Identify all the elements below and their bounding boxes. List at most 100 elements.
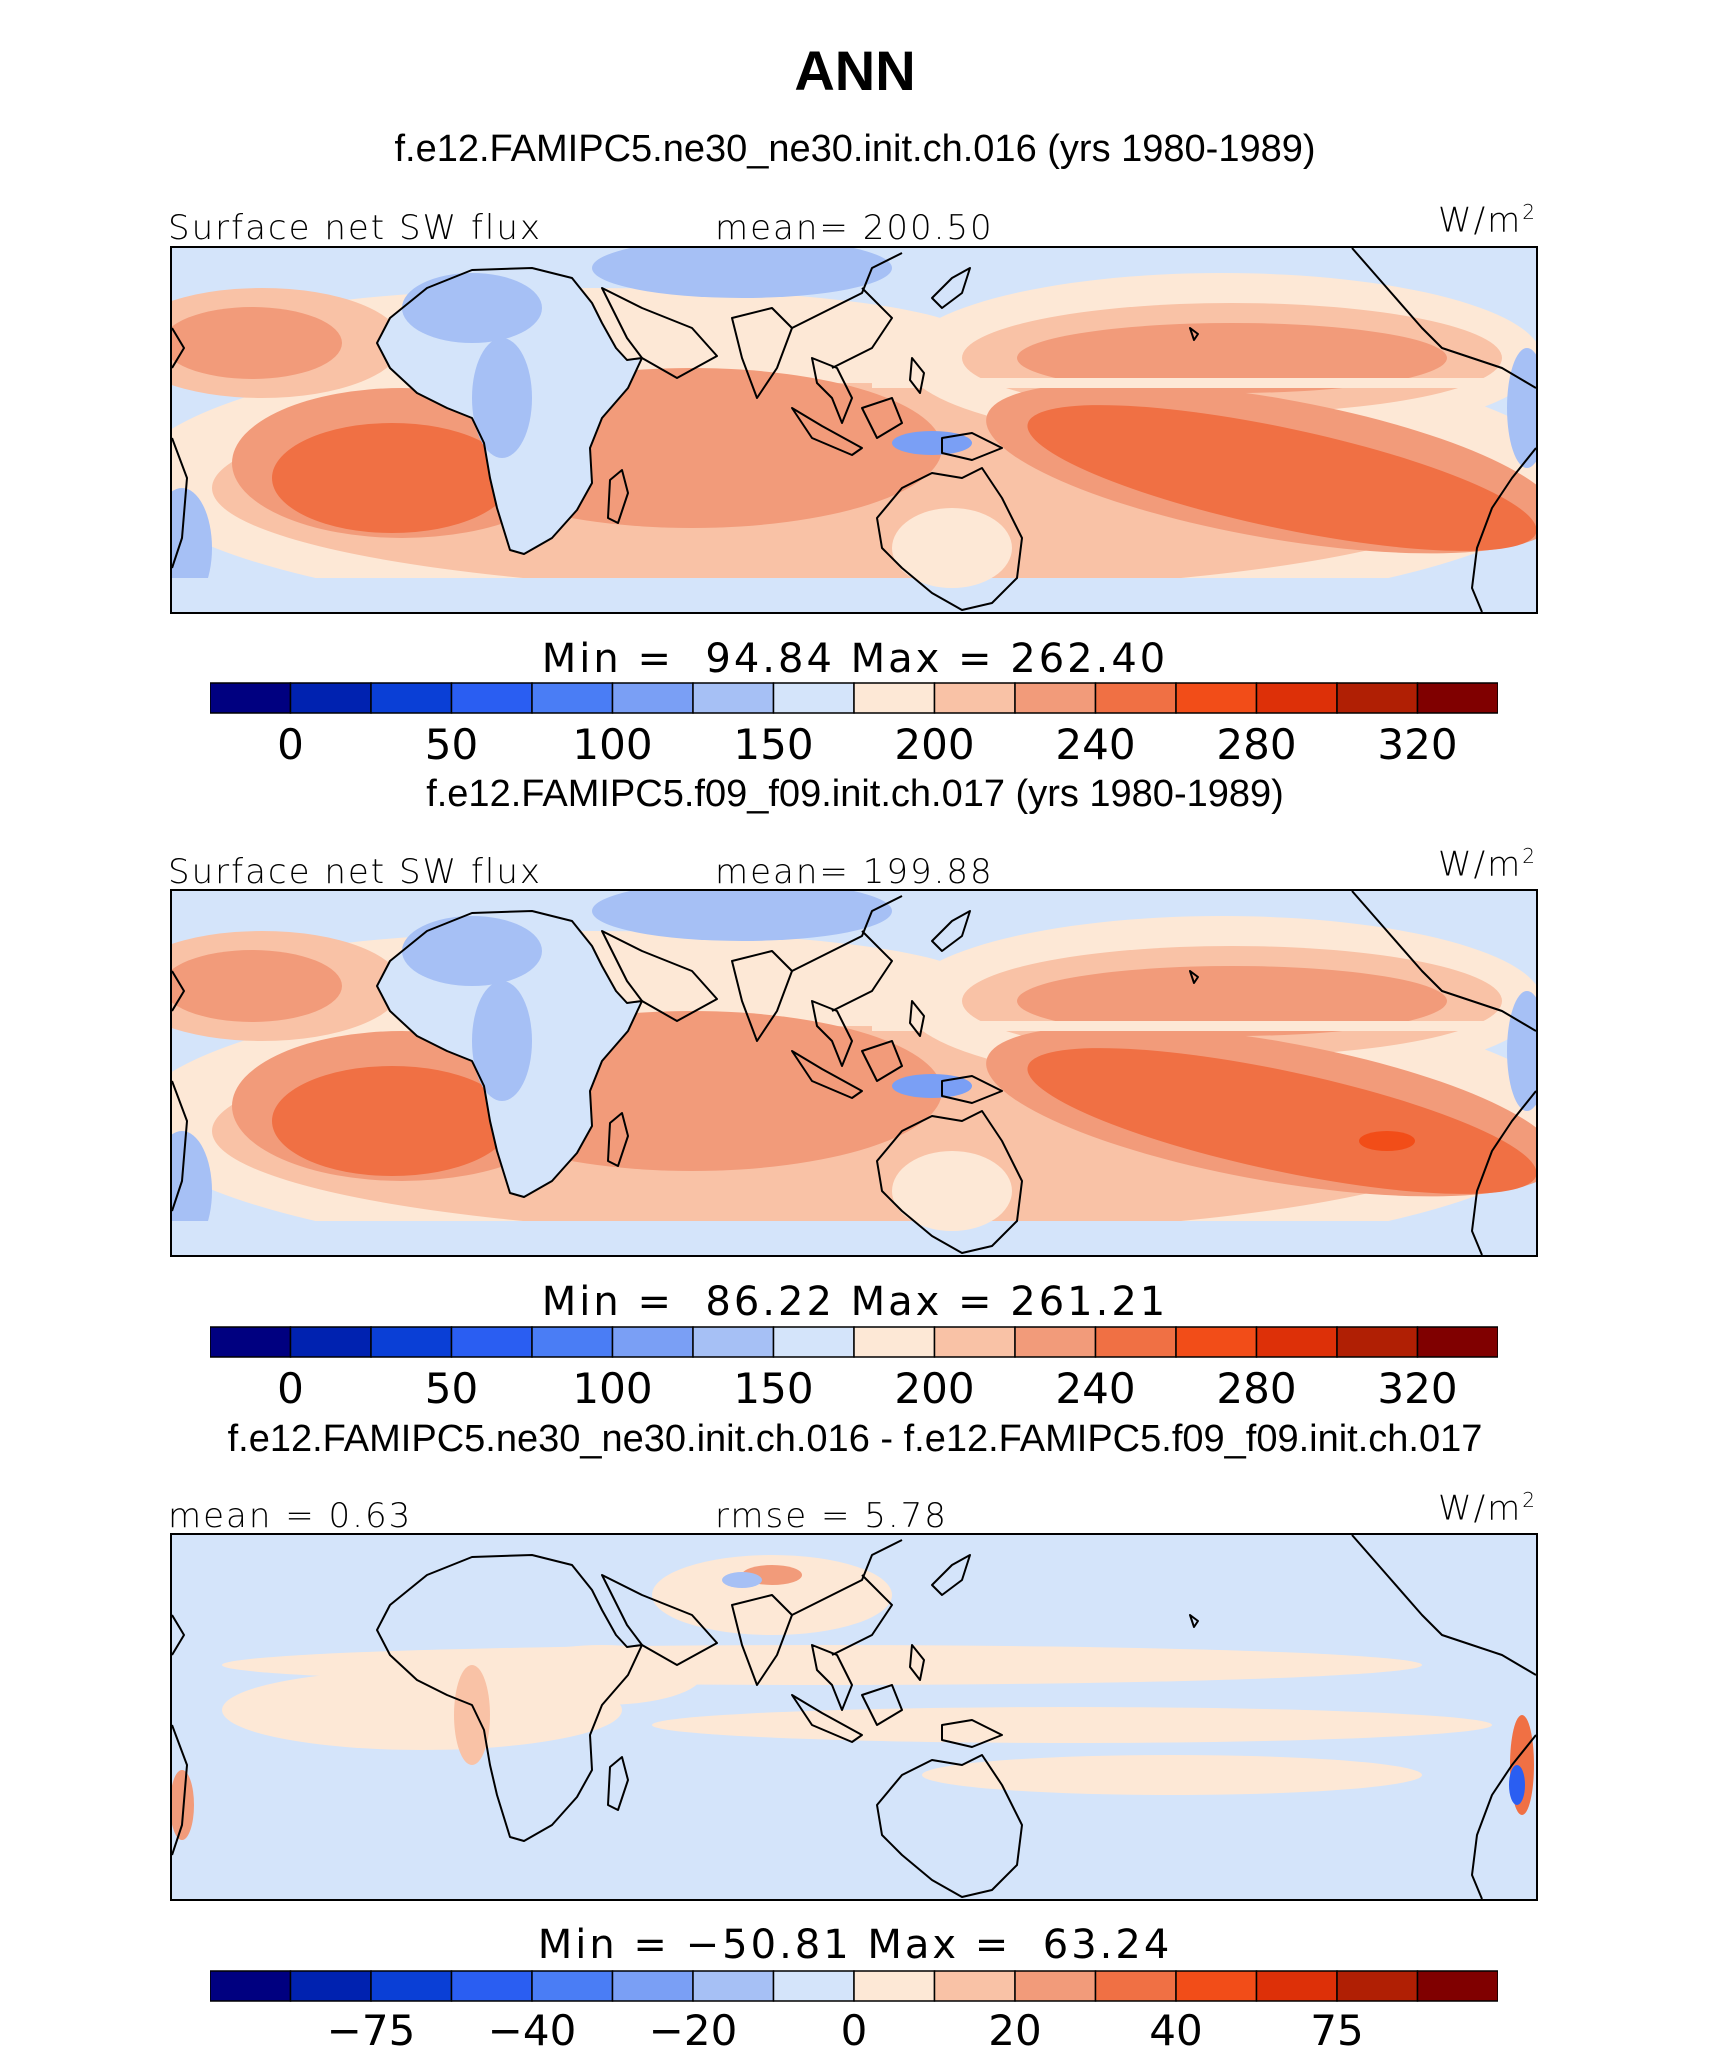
field-natl-240	[172, 950, 342, 1022]
madagascar-coast	[607, 1756, 629, 1811]
americas-coast	[1351, 1535, 1536, 1899]
sumatra-coast	[791, 1050, 863, 1099]
borneo-coast	[861, 1684, 903, 1726]
philippines-coast	[909, 1000, 925, 1037]
india-coast	[731, 307, 793, 399]
field-itcz	[872, 1021, 1532, 1031]
field-southern-ocean	[172, 578, 1536, 612]
colorbar-bin-2-1	[210, 1326, 292, 1358]
colorbar-tick-label: 320	[1377, 720, 1458, 769]
panel1-colorbar	[210, 682, 1498, 714]
colorbar-tick-label: 0	[277, 1364, 304, 1413]
field-tibet-low	[592, 891, 892, 941]
panel2-units-label: W/m2	[1438, 844, 1537, 885]
colorbar-bin-2-5	[531, 1326, 614, 1358]
panel1-mean-label: mean= 200.50	[715, 208, 994, 248]
panel2-mean-label: mean= 199.88	[715, 852, 994, 892]
panel2-case-title: f.e12.FAMIPC5.f09_f09.init.ch.017 (yrs 1…	[426, 773, 1284, 815]
australia-coast	[876, 467, 1023, 611]
hawaii-coast	[1189, 970, 1199, 984]
colorbar-tick-label: 100	[572, 1364, 653, 1413]
colorbar-bin-1-4	[450, 682, 533, 714]
samerica-coast	[172, 1614, 188, 1856]
panel1-case-title: f.e12.FAMIPC5.ne30_ne30.init.ch.016 (yrs…	[394, 128, 1316, 170]
hawaii-coast	[1189, 1614, 1199, 1628]
field-amazon-low	[172, 488, 212, 608]
field-diff-band-eq	[652, 1707, 1492, 1743]
colorbar-bin-2-8	[772, 1326, 855, 1358]
philippines-coast	[909, 1644, 925, 1681]
americas-coast	[1351, 248, 1536, 612]
colorbar-tick-label: 280	[1216, 720, 1297, 769]
colorbar-bin-2-3	[370, 1326, 453, 1358]
colorbar-bin-1-7	[692, 682, 775, 714]
borneo-coast	[861, 1040, 903, 1082]
colorbar-tick-label: 280	[1216, 1364, 1297, 1413]
panel2-minmax: Min = 86.22 Max = 261.21	[541, 1279, 1169, 1325]
madagascar-coast	[607, 469, 629, 524]
field-australia-land	[892, 508, 1012, 588]
colorbar-bin-1-8	[772, 682, 855, 714]
colorbar-bin-1-16	[1416, 682, 1498, 714]
newguinea-coast	[941, 1075, 1003, 1104]
panel2-field	[172, 891, 1536, 1255]
coastlines	[172, 248, 1536, 612]
colorbar-tick-label: −75	[326, 2006, 416, 2055]
colorbar-bin-3-7	[692, 1970, 775, 2002]
india-coast	[731, 950, 793, 1042]
colorbar-tick-label: 40	[1149, 2006, 1203, 2055]
newguinea-coast	[941, 1719, 1003, 1748]
panel1-units-label: W/m2	[1438, 200, 1537, 241]
arabia-coast	[601, 1574, 718, 1666]
field-npac-240	[1017, 323, 1447, 393]
colorbar-bin-3-1	[210, 1970, 292, 2002]
colorbar-bin-1-9	[853, 682, 936, 714]
panel2-colorbar	[210, 1326, 1498, 1358]
panel1-map	[170, 246, 1538, 614]
colorbar-bin-1-10	[933, 682, 1016, 714]
field-layer	[172, 891, 1536, 1255]
field-layer	[172, 248, 1536, 612]
panel1-variable-label: Surface net SW flux	[168, 208, 543, 248]
colorbar-bin-2-4	[450, 1326, 533, 1358]
indochina-coast	[811, 1644, 853, 1711]
panel2-map	[170, 889, 1538, 1257]
colorbar-bin-2-14	[1255, 1326, 1338, 1358]
japan-coast	[931, 1554, 971, 1596]
colorbar-tick-label: 50	[424, 1364, 479, 1413]
colorbar-tick-label: 320	[1377, 1364, 1458, 1413]
colorbar-bin-1-12	[1094, 682, 1177, 714]
colorbar-bin-2-13	[1175, 1326, 1258, 1358]
colorbar-bin-3-10	[933, 1970, 1016, 2002]
colorbar-bin-2-10	[933, 1326, 1016, 1358]
field-spac-260	[1027, 405, 1536, 551]
colorbar-bin-3-14	[1255, 1970, 1338, 2002]
coastlines	[172, 891, 1536, 1255]
colorbar-bin-3-16	[1416, 1970, 1498, 2002]
colorbar-bin-2-6	[611, 1326, 694, 1358]
colorbar-bin-2-11	[1014, 1326, 1097, 1358]
field-diff-arabia	[502, 1645, 702, 1705]
field-diff-africa-pos	[454, 1665, 490, 1765]
colorbar-bin-3-6	[611, 1970, 694, 2002]
asia-coast	[791, 1539, 903, 1656]
colorbar-bin-1-13	[1175, 682, 1258, 714]
colorbar-bin-1-3	[370, 682, 453, 714]
field-satl-260	[272, 1066, 512, 1176]
colorbar-bin-1-15	[1336, 682, 1419, 714]
colorbar-tick-label: 0	[840, 2006, 868, 2055]
colorbar-bin-2-15	[1336, 1326, 1419, 1358]
panel3-rmse-label: rmse = 5.78	[715, 1496, 948, 1536]
field-andes-low	[1507, 348, 1536, 468]
colorbar-tick-label: 150	[733, 1364, 814, 1413]
field-sahel-low	[402, 273, 542, 343]
field-amazon-low	[172, 1131, 212, 1251]
panel3-map	[170, 1533, 1538, 1901]
colorbar-bin-1-11	[1014, 682, 1097, 714]
africa-coast	[376, 1554, 643, 1842]
coastlines	[172, 1535, 1536, 1899]
colorbar-tick-label: 240	[1055, 720, 1136, 769]
panel2-variable-label: Surface net SW flux	[168, 852, 543, 892]
madagascar-coast	[607, 1112, 629, 1167]
panel3-mean-label: mean = 0.63	[168, 1496, 413, 1536]
